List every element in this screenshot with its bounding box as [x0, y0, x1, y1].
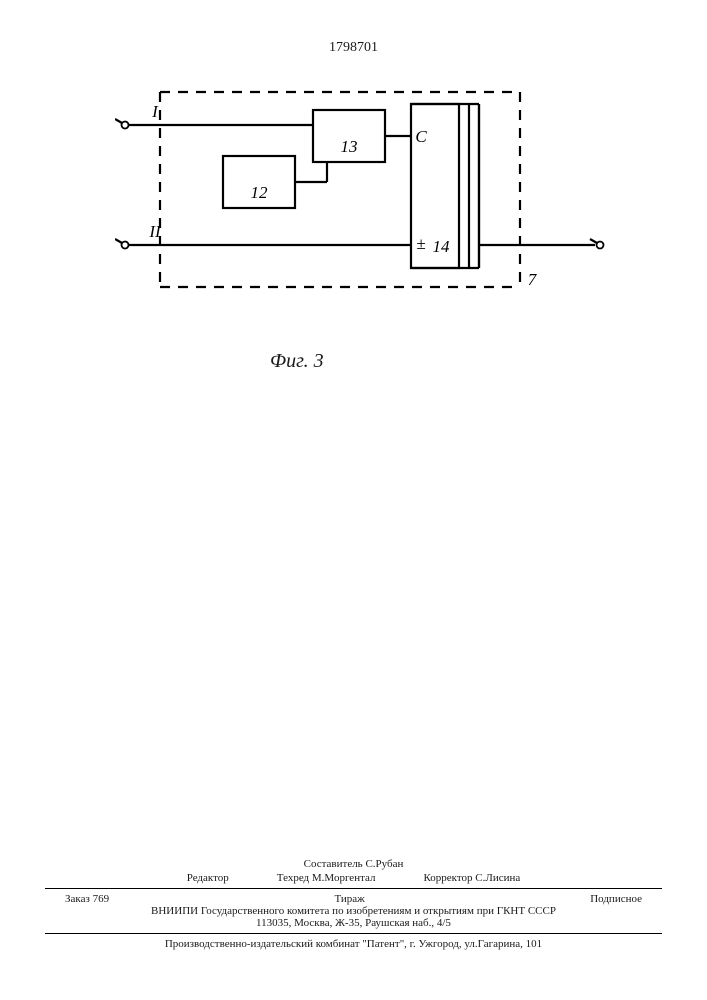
- compiler-label: Составитель: [304, 858, 363, 870]
- compiler-line: Составитель С.Рубан: [45, 858, 662, 870]
- compiler-name: С.Рубан: [365, 858, 403, 870]
- corrector-label: Корректор: [424, 872, 473, 884]
- block-diagram: 7III131214С±: [115, 90, 615, 310]
- divider-2: [45, 933, 662, 934]
- editor-label: Редактор: [187, 872, 229, 884]
- printer-line: Производственно-издательский комбинат "П…: [45, 938, 662, 950]
- svg-text:12: 12: [251, 183, 269, 202]
- address-line: 113035, Москва, Ж-35, Раушская наб., 4/5: [45, 917, 662, 929]
- techred-label: Техред: [277, 872, 309, 884]
- svg-text:С: С: [415, 127, 427, 146]
- svg-text:7: 7: [528, 270, 538, 289]
- org-line: ВНИИПИ Государственного комитета по изоб…: [45, 905, 662, 917]
- credit-row: Редактор Техред М.Моргентал Корректор С.…: [45, 872, 662, 884]
- svg-text:13: 13: [341, 137, 358, 156]
- footer: Составитель С.Рубан Редактор Техред М.Мо…: [45, 858, 662, 950]
- corrector-name: С.Лисина: [475, 872, 520, 884]
- order-number: 769: [93, 893, 110, 905]
- order-label: Заказ: [65, 893, 90, 905]
- divider: [45, 888, 662, 889]
- svg-text:II: II: [148, 222, 162, 241]
- svg-text:I: I: [151, 102, 159, 121]
- svg-text:±: ±: [416, 234, 425, 253]
- subscription: Подписное: [590, 893, 642, 905]
- techred-name: М.Моргентал: [312, 872, 376, 884]
- tirazh-label: Тираж: [334, 893, 364, 905]
- figure-caption: Фиг. 3: [270, 350, 324, 373]
- page-number: 1798701: [329, 40, 378, 56]
- svg-text:14: 14: [433, 237, 451, 256]
- order-row: Заказ 769 Тираж Подписное: [45, 893, 662, 905]
